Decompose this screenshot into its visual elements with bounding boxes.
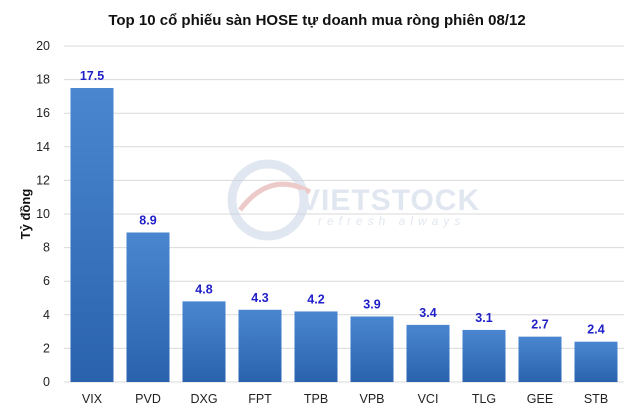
data-label-tpb: 4.2: [307, 292, 324, 306]
data-label-dxg: 4.8: [195, 282, 212, 296]
y-axis-label: Tỷ đồng: [18, 189, 33, 240]
bar-vpb: [350, 316, 394, 382]
y-tick-label: 8: [43, 241, 50, 255]
data-label-vix: 17.5: [80, 69, 104, 83]
y-tick-label: 14: [36, 140, 50, 154]
data-label-fpt: 4.3: [251, 291, 268, 305]
data-label-vci: 3.4: [419, 306, 436, 320]
data-label-tlg: 3.1: [475, 311, 492, 325]
bar-fpt: [238, 309, 282, 382]
watermark-brand: VIETSTOCK: [300, 184, 480, 217]
bar-tlg: [462, 329, 506, 382]
data-label-stb: 2.4: [587, 323, 604, 337]
y-tick-label: 16: [36, 106, 50, 120]
x-tick-label-tpb: TPB: [304, 392, 328, 406]
x-tick-label-vpb: VPB: [359, 392, 384, 406]
x-tick-label-dxg: DXG: [190, 392, 217, 406]
bar-stb: [574, 341, 618, 382]
y-tick-label: 0: [43, 375, 50, 389]
x-tick-label-tlg: TLG: [472, 392, 496, 406]
bar-pvd: [126, 232, 170, 382]
chart-title: Top 10 cổ phiếu sàn HOSE tự doanh mua rò…: [108, 12, 525, 29]
y-tick-label: 10: [36, 207, 50, 221]
x-tick-label-vci: VCI: [418, 392, 439, 406]
watermark-swoosh-icon: [238, 181, 312, 212]
watermark-tagline: refresh always: [318, 214, 465, 228]
x-tick-label-gee: GEE: [527, 392, 553, 406]
x-tick-label-pvd: PVD: [135, 392, 161, 406]
y-tick-label: 4: [43, 308, 50, 322]
watermark-globe-icon: [227, 159, 309, 241]
bar-gee: [518, 336, 562, 382]
x-tick-label-fpt: FPT: [248, 392, 272, 406]
data-label-gee: 2.7: [531, 318, 548, 332]
bar-tpb: [294, 311, 338, 382]
bars: [70, 88, 618, 382]
y-tick-label: 18: [36, 73, 50, 87]
data-label-vpb: 3.9: [363, 297, 380, 311]
x-tick-label-stb: STB: [584, 392, 608, 406]
data-label-pvd: 8.9: [139, 213, 156, 227]
data-labels: 17.5 8.9 4.8 4.3 4.2 3.9 3.4 3.1 2.7 2.4: [80, 69, 605, 337]
y-tick-label: 2: [43, 341, 50, 355]
y-tick-label: 12: [36, 173, 50, 187]
x-tick-label-vix: VIX: [82, 392, 103, 406]
vietstock-watermark: VIETSTOCK refresh always: [227, 159, 480, 241]
bar-vci: [406, 324, 450, 382]
bar-dxg: [182, 301, 226, 382]
x-axis-ticks: VIX PVD DXG FPT TPB VPB VCI TLG GEE STB: [82, 392, 608, 406]
bar-vix: [70, 88, 114, 382]
y-axis-ticks: 0 2 4 6 8 10 12 14 16 18 20: [36, 39, 50, 389]
y-tick-label: 20: [36, 39, 50, 53]
y-tick-label: 6: [43, 274, 50, 288]
